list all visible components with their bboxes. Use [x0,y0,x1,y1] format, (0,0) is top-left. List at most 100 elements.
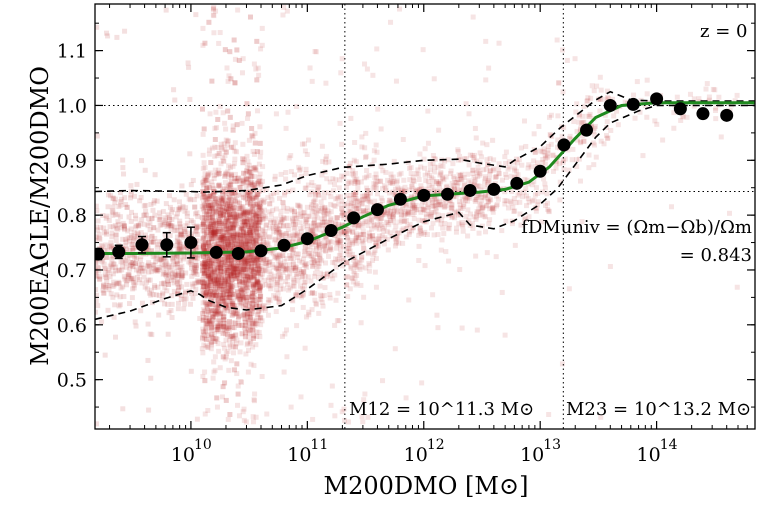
scatter-point [223,209,229,215]
scatter-point [452,209,458,215]
scatter-point [241,406,247,412]
scatter-point [112,200,118,206]
scatter-point [221,141,227,147]
scatter-point [499,228,505,234]
scatter-point [362,61,368,67]
scatter-point [216,277,222,283]
scatter-point [265,242,271,248]
scatter-point [250,283,256,289]
scatter-point [363,155,369,161]
scatter-point [410,203,416,209]
scatter-point [383,211,389,217]
scatter-point [417,186,423,192]
scatter-point [268,193,274,199]
scatter-point [216,223,222,229]
scatter-point [452,215,458,221]
scatter-point [335,221,341,227]
scatter-point [172,271,178,277]
scatter-point [288,255,294,261]
scatter-point [247,307,253,313]
scatter-point [134,181,140,187]
scatter-point [254,232,260,238]
scatter-point [208,235,214,241]
scatter-point [201,242,207,248]
scatter-point [201,280,207,286]
scatter-point [209,78,215,84]
scatter-point [203,315,209,321]
scatter-point [120,284,126,290]
scatter-point [200,228,206,234]
scatter-point [345,180,351,186]
scatter-point [202,369,208,375]
scatter-point [226,183,232,189]
scatter-point [229,280,235,286]
scatter-point [222,260,228,266]
scatter-point [232,140,238,146]
scatter-point [284,266,290,272]
scatter-point [603,96,609,102]
scatter-point [322,260,328,266]
scatter-point [403,225,409,231]
scatter-point [225,225,231,231]
scatter-point [207,300,213,306]
scatter-point [256,267,262,273]
scatter-point [129,209,135,215]
scatter-point [390,181,396,187]
scatter-point [247,208,253,214]
scatter-point [220,212,226,218]
scatter-point [130,263,136,269]
scatter-point [483,77,489,83]
scatter-point [237,281,243,287]
scatter-point [202,253,208,259]
scatter-point [256,206,262,212]
scatter-point [276,230,282,236]
scatter-point [212,226,218,232]
scatter-point [281,204,287,210]
scatter-point [336,231,342,237]
scatter-point [429,185,435,191]
scatter-point [260,188,266,194]
scatter-point [253,214,259,220]
scatter-point [205,224,211,230]
scatter-point [362,196,368,202]
scatter-point [440,225,446,231]
scatter-point [234,266,240,272]
scatter-point [492,174,498,180]
scatter-point [430,200,436,206]
scatter-point [250,219,256,225]
scatter-point [197,279,203,285]
scatter-point [310,257,316,263]
scatter-point [180,203,186,209]
scatter-point [268,211,274,217]
scatter-point [106,217,112,223]
scatter-point [252,210,258,216]
scatter-point [206,203,212,209]
scatter-point [251,239,257,245]
scatter-point [251,260,257,266]
scatter-point [254,38,260,44]
scatter-point [356,197,362,203]
scatter-point [373,240,379,246]
scatter-point [310,248,316,254]
scatter-point [239,322,245,328]
scatter-point [605,95,611,101]
scatter-point [241,260,247,266]
scatter-point [431,196,437,202]
scatter-point [291,278,297,284]
scatter-point [143,208,149,214]
scatter-point [470,167,476,173]
scatter-point [243,277,249,283]
scatter-point [240,219,246,225]
scatter-point [336,252,342,258]
scatter-point [129,233,135,239]
scatter-point [215,170,221,176]
scatter-point [292,243,298,249]
scatter-point [487,197,493,203]
scatter-point [104,247,110,253]
scatter-point [559,361,565,367]
scatter-point [212,310,218,316]
scatter-point [230,265,236,271]
scatter-point [239,268,245,274]
scatter-point [385,220,391,226]
